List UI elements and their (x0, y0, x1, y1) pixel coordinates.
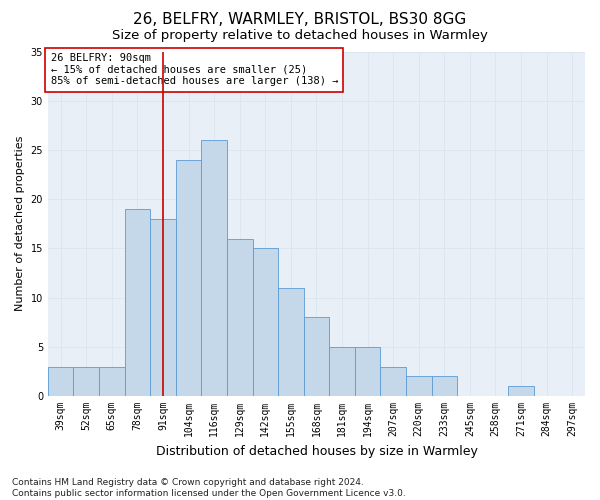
Bar (125, 209, 150, 396)
Bar (508, 386, 534, 396)
Bar (355, 347, 380, 396)
Bar (253, 248, 278, 396)
X-axis label: Distribution of detached houses by size in Warmley: Distribution of detached houses by size … (155, 444, 478, 458)
Bar (176, 160, 202, 396)
Bar (150, 219, 176, 396)
Bar (406, 376, 431, 396)
Y-axis label: Number of detached properties: Number of detached properties (15, 136, 25, 312)
Bar (99, 366, 125, 396)
Bar (304, 318, 329, 396)
Bar (202, 140, 227, 396)
Text: 26, BELFRY, WARMLEY, BRISTOL, BS30 8GG: 26, BELFRY, WARMLEY, BRISTOL, BS30 8GG (133, 12, 467, 28)
Bar (48, 366, 73, 396)
Bar (227, 238, 253, 396)
Text: 26 BELFRY: 90sqm
← 15% of detached houses are smaller (25)
85% of semi-detached : 26 BELFRY: 90sqm ← 15% of detached house… (50, 53, 338, 86)
Bar (380, 366, 406, 396)
Bar (329, 347, 355, 396)
Text: Size of property relative to detached houses in Warmley: Size of property relative to detached ho… (112, 29, 488, 42)
Bar (73, 366, 99, 396)
Bar (278, 288, 304, 396)
Text: Contains HM Land Registry data © Crown copyright and database right 2024.
Contai: Contains HM Land Registry data © Crown c… (12, 478, 406, 498)
Bar (431, 376, 457, 396)
